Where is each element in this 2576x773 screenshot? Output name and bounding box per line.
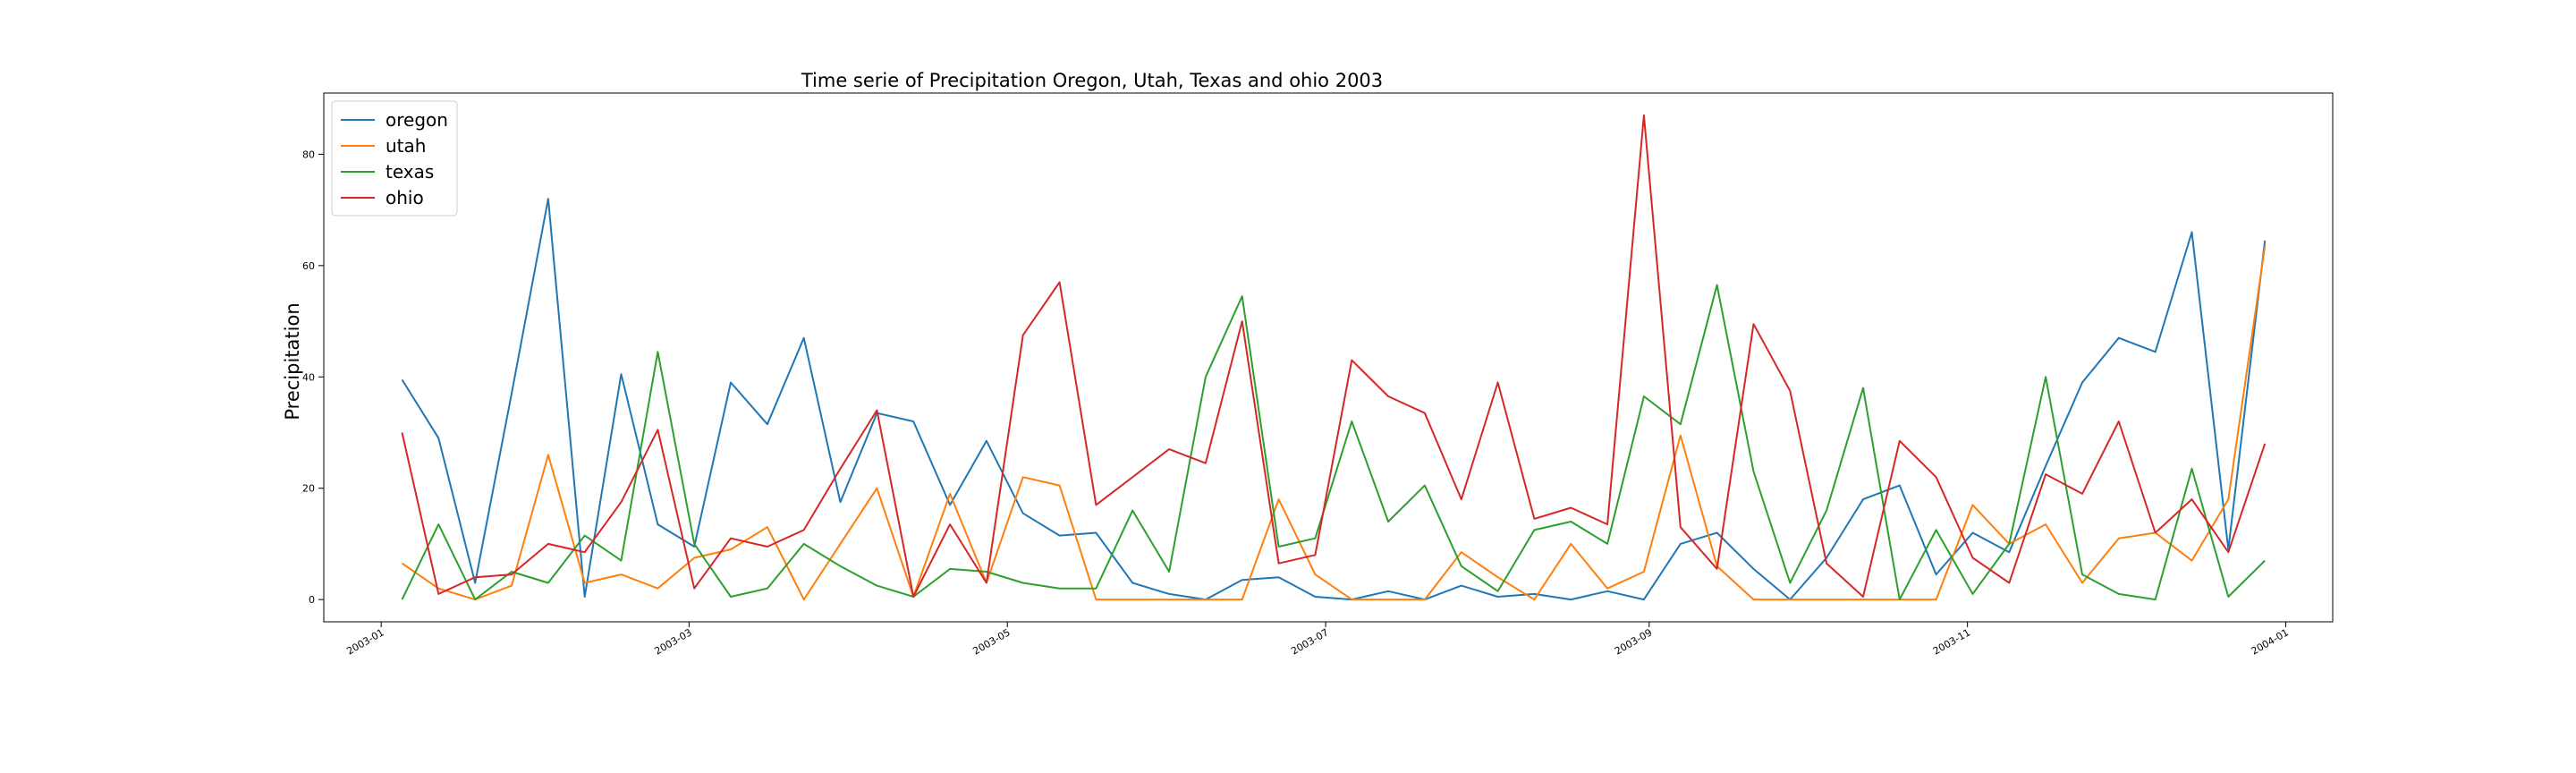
- y-tick-label: 20: [302, 483, 315, 495]
- x-tick-label: 2003-05: [970, 626, 1012, 657]
- legend-box: [331, 100, 458, 217]
- chart-title: Time serie of Precipitation Oregon, Utah…: [801, 70, 1383, 91]
- y-tick-label: 60: [302, 260, 315, 272]
- series-line-texas: [401, 284, 2266, 601]
- x-axis: 2003-01 2003-03 2003-05 2003-07 2003-09 2003-…: [344, 622, 2291, 658]
- legend-label-utah: utah: [386, 135, 426, 157]
- y-axis: 0 20 40 60 80: [302, 149, 324, 606]
- series-layer: [401, 114, 2267, 601]
- x-tick-label: 2003-03: [653, 626, 694, 657]
- series-line-ohio: [401, 114, 2267, 598]
- legend-label-ohio: ohio: [386, 187, 424, 208]
- x-tick-label: 2004-01: [2250, 626, 2291, 657]
- series-line-utah: [401, 245, 2267, 601]
- y-axis-label: Precipitation: [282, 302, 303, 420]
- x-tick-label: 2003-07: [1289, 626, 1330, 657]
- legend-label-texas: texas: [386, 161, 434, 183]
- x-tick-label: 2003-01: [344, 626, 386, 657]
- legend-label-oregon: oregon: [386, 109, 448, 131]
- y-tick-label: 40: [302, 371, 315, 383]
- y-tick-label: 0: [309, 594, 315, 606]
- series-line-oregon: [401, 198, 2267, 601]
- x-tick-label: 2003-11: [1931, 626, 1972, 657]
- plot-area-frame: [323, 92, 2334, 623]
- legend: oregon utah texas ohio: [331, 100, 458, 217]
- x-tick-label: 2003-09: [1613, 626, 1654, 657]
- y-tick-label: 80: [302, 149, 315, 160]
